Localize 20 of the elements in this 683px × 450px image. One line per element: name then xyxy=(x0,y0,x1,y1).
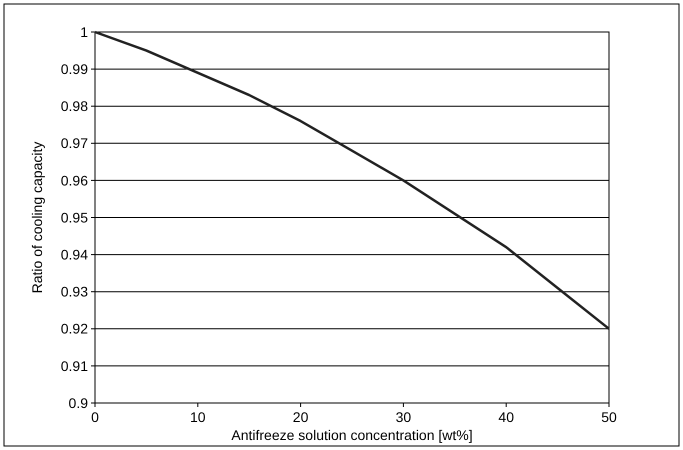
x-tick-label: 10 xyxy=(190,409,206,425)
x-tick-label: 40 xyxy=(498,409,514,425)
x-tick-label: 50 xyxy=(601,409,617,425)
y-tick-label: 0.92 xyxy=(60,320,88,337)
y-tick-label: 0.96 xyxy=(60,172,88,188)
y-tick-label: 0.95 xyxy=(60,209,88,226)
y-tick-label: 0.99 xyxy=(60,61,88,77)
y-tick-label: 0.9 xyxy=(68,394,88,411)
y-tick-label: 0.97 xyxy=(60,135,88,152)
x-tick-label: 30 xyxy=(396,409,412,425)
y-tick-label: 0.91 xyxy=(60,358,88,374)
x-tick-label: 20 xyxy=(292,409,309,425)
y-tick-label: 1 xyxy=(80,24,88,40)
y-tick-label: 0.94 xyxy=(60,246,88,262)
y-axis-title: Ratio of cooling capacity xyxy=(29,142,45,294)
x-axis-title: Antifreeze solution concentration [wt%] xyxy=(231,427,473,443)
y-tick-label: 0.93 xyxy=(60,284,88,300)
y-tick-label: 0.98 xyxy=(60,98,88,114)
x-tick-label: 0 xyxy=(91,409,100,425)
line-series xyxy=(94,30,610,330)
